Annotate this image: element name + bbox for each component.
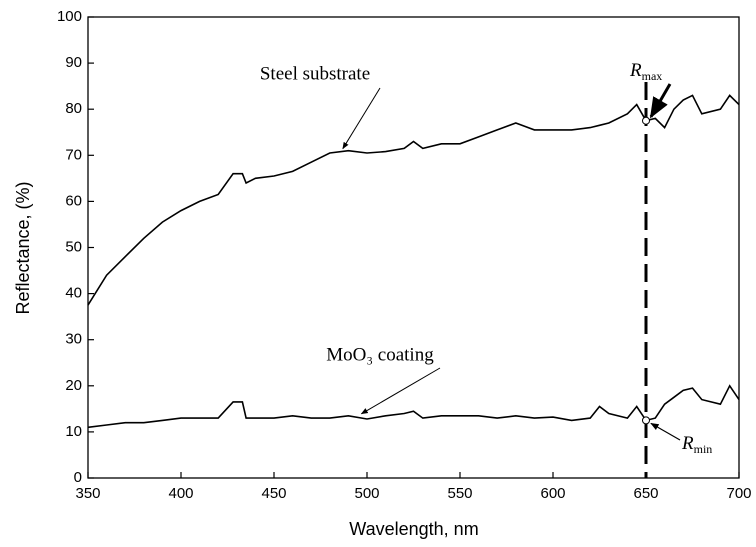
label-arrow — [342, 87, 381, 150]
x-tick-label: 550 — [447, 485, 472, 502]
y-tick-label: 60 — [65, 192, 82, 209]
y-tick-label: 10 — [65, 423, 82, 440]
y-tick-label: 100 — [57, 8, 82, 25]
x-tick-label: 350 — [75, 485, 100, 502]
y-tick-label: 0 — [74, 469, 82, 486]
y-tick-label: 30 — [65, 331, 82, 348]
x-tick-label: 700 — [726, 485, 751, 502]
marker-label: Rmin — [681, 433, 712, 455]
y-axis-label: Reflectance, (%) — [13, 181, 33, 314]
marker-arrow — [650, 422, 681, 441]
series-line — [87, 384, 740, 429]
y-tick-label: 50 — [65, 238, 82, 255]
series-label: MoO₃ coating — [326, 344, 434, 365]
x-tick-label: 500 — [354, 485, 379, 502]
x-tick-label: 400 — [168, 485, 193, 502]
x-axis-label: Wavelength, nm — [349, 519, 478, 539]
y-tick-label: 40 — [65, 285, 82, 302]
marker-point — [642, 416, 650, 425]
y-tick-label: 20 — [65, 377, 82, 394]
marker-symbol: R — [681, 433, 694, 454]
y-tick-label: 90 — [65, 54, 82, 71]
x-tick-label: 450 — [261, 485, 286, 502]
marker-subscript: max — [642, 69, 663, 83]
marker-label: Rmax — [629, 60, 662, 82]
series-line — [87, 94, 740, 306]
plot-frame — [87, 16, 740, 479]
label-arrow — [360, 367, 441, 415]
x-tick-label: 600 — [540, 485, 565, 502]
marker-arrow — [649, 83, 672, 119]
marker-symbol: R — [629, 60, 642, 81]
x-tick-label: 650 — [633, 485, 658, 502]
marker-point — [642, 116, 650, 125]
marker-subscript: min — [694, 442, 713, 456]
y-tick-label: 80 — [65, 100, 82, 117]
y-tick-label: 70 — [65, 146, 82, 163]
series-label: Steel substrate — [260, 63, 370, 84]
